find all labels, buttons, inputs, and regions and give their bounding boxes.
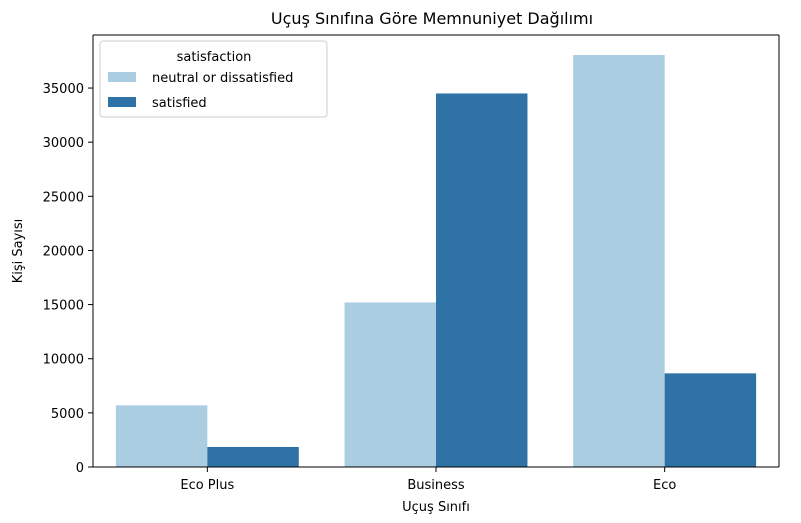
y-ticks-group: 0 5000 10000 15000 20000 25000 30000 35000: [43, 82, 93, 476]
legend: satisfaction neutral or dissatisfied sat…: [99, 40, 328, 118]
bar-eco-plus-neutral-or-dissatisfied: [115, 405, 208, 467]
x-tick-label: Eco: [653, 478, 676, 493]
chart-title: Uçuş Sınıfına Göre Memnuniyet Dağılımı: [271, 9, 593, 28]
legend-title: satisfaction: [177, 50, 252, 65]
y-axis-label: Kişi Sayısı: [11, 219, 26, 284]
bar-eco-neutral-or-dissatisfied: [573, 55, 665, 467]
y-tick-label: 15000: [43, 299, 84, 314]
legend-label-neutral-or-dissatisfied: neutral or dissatisfied: [152, 71, 293, 86]
legend-swatch-satisfied: [108, 97, 136, 107]
y-tick-label: 5000: [51, 407, 84, 422]
y-tick-label: 20000: [43, 244, 84, 259]
bar-business-neutral-or-dissatisfied: [344, 302, 436, 467]
y-tick-label: 35000: [43, 82, 84, 97]
y-tick-label: 25000: [43, 190, 84, 205]
x-ticks-group: Eco Plus Business Eco: [180, 467, 676, 493]
legend-swatch-neutral-or-dissatisfied: [108, 72, 136, 82]
y-tick-label: 0: [76, 461, 84, 476]
y-tick-label: 10000: [43, 353, 84, 368]
x-axis-label: Uçuş Sınıfı: [402, 500, 470, 515]
bar-business-satisfied: [436, 93, 528, 468]
legend-label-satisfied: satisfied: [152, 96, 207, 111]
bar-eco-satisfied: [664, 373, 757, 467]
x-tick-label: Business: [407, 478, 465, 493]
bars-group: [115, 55, 757, 468]
x-tick-label: Eco Plus: [180, 478, 234, 493]
legend-frame: [99, 40, 328, 118]
bar-eco-plus-satisfied: [207, 446, 299, 467]
y-tick-label: 30000: [43, 136, 84, 151]
